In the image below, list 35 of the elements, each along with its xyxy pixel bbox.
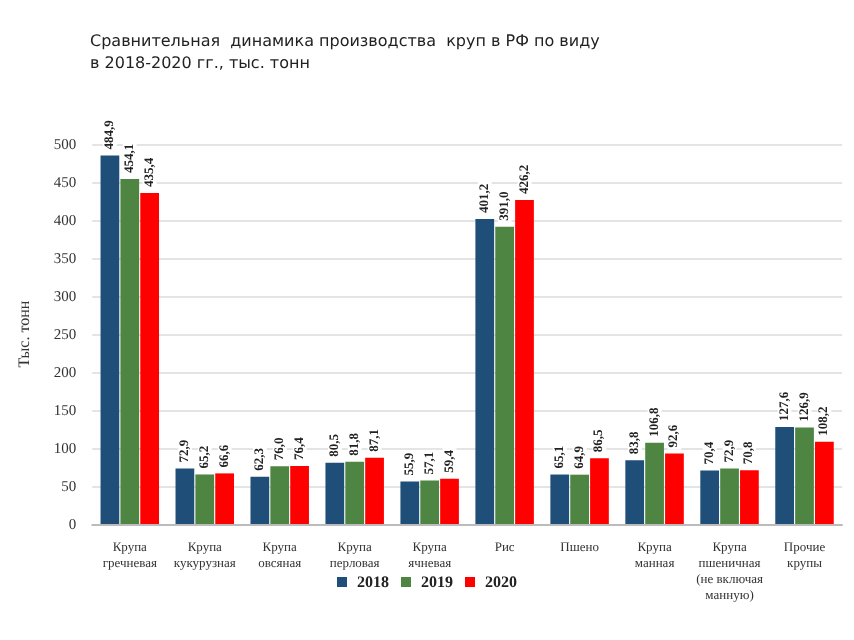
bar — [365, 457, 384, 524]
bar — [720, 468, 739, 524]
bar — [195, 474, 215, 524]
bar — [345, 461, 365, 524]
bar — [400, 481, 420, 524]
bar — [440, 478, 459, 524]
legend-label: 2019 — [421, 573, 453, 591]
bar — [420, 480, 440, 524]
bar — [475, 219, 495, 524]
bar — [325, 462, 345, 524]
bar — [495, 226, 515, 524]
bar — [775, 427, 795, 524]
bar — [795, 427, 814, 524]
bar — [250, 476, 270, 524]
bar — [570, 474, 589, 524]
bar — [815, 441, 834, 524]
legend-label: 2020 — [485, 573, 517, 591]
bar — [515, 200, 534, 524]
bar — [645, 442, 664, 524]
y-axis-title: Тыс. тонн — [15, 299, 33, 368]
legend-label: 2018 — [357, 573, 389, 591]
bar — [270, 466, 290, 524]
bar — [700, 470, 720, 524]
bar — [740, 470, 759, 524]
bar — [590, 458, 609, 524]
bar — [140, 193, 160, 524]
bar — [625, 460, 645, 524]
bar — [100, 155, 120, 524]
bar — [290, 465, 309, 524]
bar — [550, 474, 570, 524]
bar — [665, 453, 684, 524]
bar — [175, 468, 195, 524]
chart-title: Сравнительная динамика производства круп в РФ по виду в 2018-2020 гг., тыс. тонн — [90, 32, 601, 72]
bar — [215, 473, 234, 524]
bar — [120, 178, 140, 524]
